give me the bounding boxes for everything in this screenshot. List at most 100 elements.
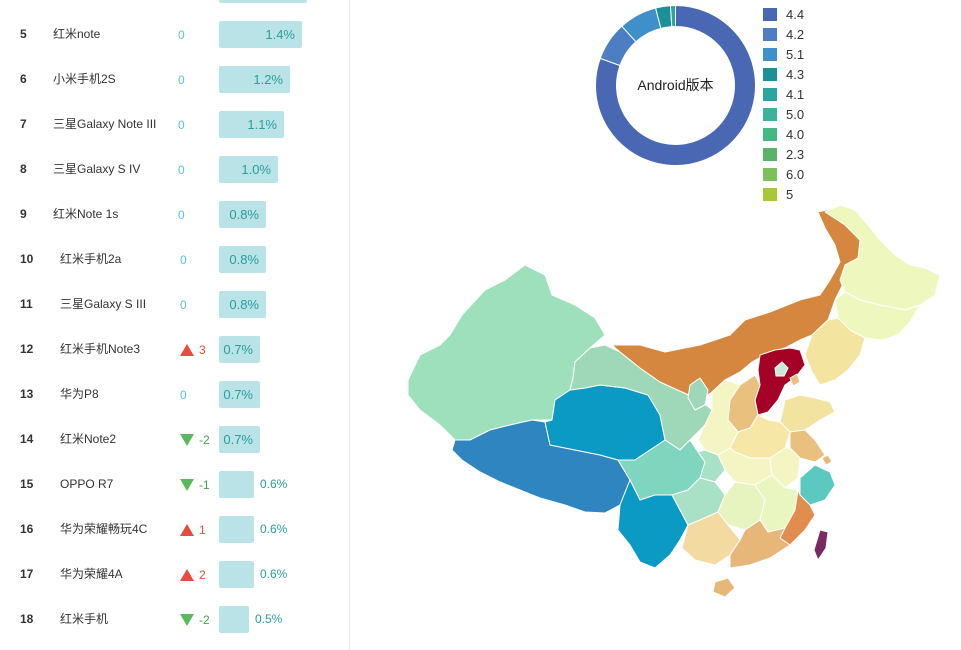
share-bar xyxy=(219,246,266,273)
share-percent: 0.8% xyxy=(229,252,259,267)
ranking-row[interactable]: 17 华为荣耀4A 2 0.6% xyxy=(0,552,348,597)
province-yunnan[interactable] xyxy=(617,479,689,569)
device-name: 红米Note 1s xyxy=(53,207,119,221)
province-chongqing[interactable] xyxy=(697,449,726,483)
rank-change-value: 0 xyxy=(180,297,187,312)
rank-number: 8 xyxy=(20,162,27,176)
device-name: 三星Galaxy S III xyxy=(60,297,147,311)
device-name: 华为荣耀畅玩4C xyxy=(60,522,148,536)
rank-change-value: -2 xyxy=(199,432,210,447)
rank-change-value: 0 xyxy=(178,207,185,222)
share-bar xyxy=(219,426,260,453)
device-name: 三星Galaxy S IV xyxy=(53,162,141,176)
share-percent: 0.6% xyxy=(260,522,288,536)
legend-item[interactable]: 5.0 xyxy=(763,104,804,124)
donut-slice-4.4[interactable] xyxy=(595,4,756,166)
legend-label: 2.3 xyxy=(786,146,805,162)
device-name: 华为P8 xyxy=(60,387,99,401)
province-beijing[interactable] xyxy=(774,361,789,377)
share-bar xyxy=(219,471,254,498)
share-percent: 0.7% xyxy=(223,387,253,402)
rank-change: 0 xyxy=(180,282,187,327)
share-bar xyxy=(219,516,254,543)
ranking-row[interactable]: 9 红米Note 1s 0 0.8% xyxy=(0,192,348,237)
rank-change-value: 0 xyxy=(180,387,187,402)
province-taiwan[interactable] xyxy=(813,529,829,561)
donut-slice-4.1[interactable] xyxy=(669,4,676,28)
ranking-row[interactable]: 18 红米手机 -2 0.5% xyxy=(0,597,348,642)
rank-number: 7 xyxy=(20,117,27,131)
ranking-row[interactable]: 7 三星Galaxy Note III 0 1.1% xyxy=(0,102,348,147)
ranking-row[interactable]: 12 红米手机Note3 3 0.7% xyxy=(0,327,348,372)
province-guangdong[interactable] xyxy=(729,519,791,569)
down-arrow-icon xyxy=(180,613,194,626)
ranking-row[interactable]: 10 红米手机2a 0 0.8% xyxy=(0,237,348,282)
down-arrow-icon xyxy=(180,478,194,491)
legend-label: 4.3 xyxy=(786,66,805,82)
ranking-row[interactable]: 8 三星Galaxy S IV 0 1.0% xyxy=(0,147,348,192)
share-bar xyxy=(219,111,284,138)
ranking-row[interactable]: 16 华为荣耀畅玩4C 1 0.6% xyxy=(0,507,348,552)
android-version-legend: 4.4 4.2 5.1 4.3 4.1 5.0 4.0 2.3 6.0 5 xyxy=(763,4,804,204)
up-arrow-icon xyxy=(180,523,194,536)
province-hainan[interactable] xyxy=(712,577,736,598)
share-percent: 0.7% xyxy=(223,342,253,357)
legend-item[interactable]: 4.3 xyxy=(763,64,804,84)
legend-item[interactable]: 6.0 xyxy=(763,164,804,184)
share-bar xyxy=(219,201,266,228)
rank-number: 13 xyxy=(20,387,34,401)
ranking-row[interactable]: 6 小米手机2S 0 1.2% xyxy=(0,57,348,102)
rank-change-value: 0 xyxy=(178,27,185,42)
legend-label: 5 xyxy=(786,186,794,202)
share-percent: 0.8% xyxy=(229,207,259,222)
province-zhejiang[interactable] xyxy=(799,464,836,506)
rank-change: 0 xyxy=(180,237,187,282)
donut-chart-svg xyxy=(595,4,756,166)
province-tianjin[interactable] xyxy=(789,373,801,387)
rank-number: 18 xyxy=(20,612,34,626)
legend-swatch xyxy=(763,147,777,161)
rank-change: 0 xyxy=(178,192,185,237)
legend-label: 5.1 xyxy=(786,46,805,62)
legend-swatch xyxy=(763,27,777,41)
ranking-row[interactable]: 5 红米note 0 1.4% xyxy=(0,12,348,57)
share-percent: 0.5% xyxy=(255,612,283,626)
rank-change-value: -2 xyxy=(199,612,210,627)
ranking-row[interactable]: 14 红米Note2 -2 0.7% xyxy=(0,417,348,462)
up-arrow-icon xyxy=(180,343,194,356)
up-arrow-icon xyxy=(180,568,194,581)
rank-number: 16 xyxy=(20,522,34,536)
share-bar xyxy=(219,291,266,318)
share-percent: 0.6% xyxy=(260,477,288,491)
province-shandong[interactable] xyxy=(779,394,836,433)
ranking-row[interactable]: 15 OPPO R7 -1 0.6% xyxy=(0,462,348,507)
device-name: 红米Note2 xyxy=(60,432,117,446)
device-name: 红米手机 xyxy=(60,612,109,626)
ranking-row[interactable]: 11 三星Galaxy S III 0 0.8% xyxy=(0,282,348,327)
down-arrow-icon xyxy=(180,433,194,446)
legend-item[interactable]: 2.3 xyxy=(763,144,804,164)
share-percent: 1.1% xyxy=(247,117,277,132)
ranking-row[interactable]: 13 华为P8 0 0.7% xyxy=(0,372,348,417)
province-liaoning[interactable] xyxy=(804,317,866,386)
province-shanghai[interactable] xyxy=(821,454,833,466)
legend-label: 6.0 xyxy=(786,166,805,182)
share-bar xyxy=(219,336,260,363)
legend-item[interactable]: 4.4 xyxy=(763,4,804,24)
rank-number: 10 xyxy=(20,252,34,266)
province-ningxia[interactable] xyxy=(687,377,709,411)
legend-swatch xyxy=(763,167,777,181)
legend-item[interactable]: 4.2 xyxy=(763,24,804,44)
rank-change: 1 xyxy=(180,507,206,552)
legend-item[interactable]: 5 xyxy=(763,184,804,204)
rank-number: 11 xyxy=(20,297,33,311)
province-fujian[interactable] xyxy=(779,489,816,546)
rank-change: 0 xyxy=(178,102,185,147)
legend-item[interactable]: 4.0 xyxy=(763,124,804,144)
rank-change: -2 xyxy=(180,417,210,462)
share-percent: 1.0% xyxy=(241,162,271,177)
rank-change-value: 1 xyxy=(199,522,206,537)
legend-item[interactable]: 4.1 xyxy=(763,84,804,104)
device-name: 红米note xyxy=(53,27,101,41)
legend-item[interactable]: 5.1 xyxy=(763,44,804,64)
